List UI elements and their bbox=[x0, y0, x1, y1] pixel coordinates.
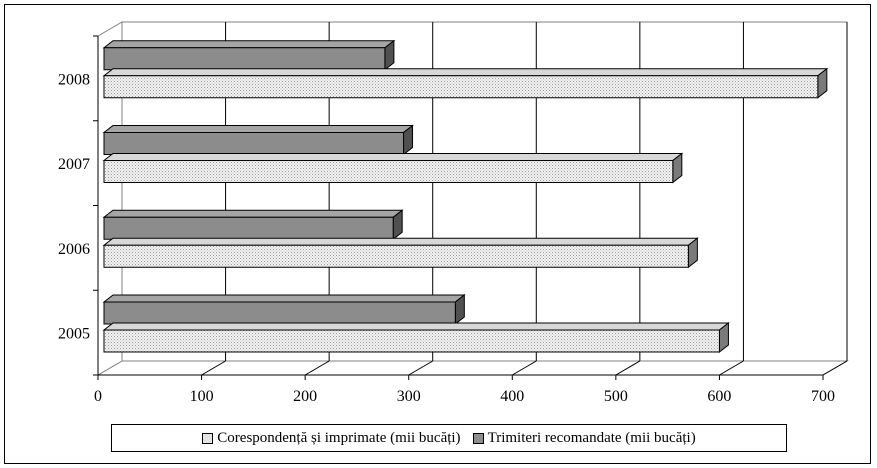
x-tick-label-200: 200 bbox=[293, 388, 317, 405]
bar-corespondenta-2008-top bbox=[102, 68, 829, 77]
bar-corespondenta-2006 bbox=[103, 244, 689, 268]
bar-trimiteri-2005 bbox=[103, 301, 456, 325]
x-tick-label-400: 400 bbox=[500, 388, 524, 405]
x-tick-label-100: 100 bbox=[190, 388, 214, 405]
y-tick-label-2008: 2008 bbox=[58, 71, 90, 88]
bar-corespondenta-2006-top bbox=[102, 237, 699, 246]
bar-trimiteri-2008-top bbox=[102, 40, 396, 49]
bar-trimiteri-2006-top bbox=[102, 209, 404, 218]
bar-trimiteri-2005-top bbox=[102, 294, 466, 303]
legend-entry-trimiteri: Trimiteri recomandate (mii bucăți) bbox=[472, 429, 696, 447]
bar-trimiteri-2008 bbox=[103, 47, 386, 71]
x-tick-label-600: 600 bbox=[707, 388, 731, 405]
bar-corespondenta-2005-top bbox=[102, 322, 730, 331]
bar-corespondenta-2008 bbox=[103, 75, 819, 99]
legend: Corespondență și imprimate (mii bucăți) … bbox=[111, 424, 787, 452]
gridline-floor-300 bbox=[408, 360, 433, 376]
gridline-floor-100 bbox=[201, 360, 226, 376]
legend-swatch-trimiteri bbox=[472, 432, 484, 444]
bar-trimiteri-2007 bbox=[103, 132, 405, 155]
bar-trimiteri-2006 bbox=[103, 216, 394, 240]
y-tick-label-2007: 2007 bbox=[58, 156, 90, 173]
floor bbox=[96, 360, 849, 376]
bar-corespondenta-2007 bbox=[103, 160, 674, 183]
bar-trimiteri-2007-top bbox=[102, 125, 414, 133]
gridline-floor-200 bbox=[304, 360, 330, 376]
y-tick-label-2006: 2006 bbox=[58, 241, 90, 258]
legend-swatch-corespondenta bbox=[202, 432, 214, 444]
x-tick-label-300: 300 bbox=[397, 388, 421, 405]
x-tick-label-700: 700 bbox=[811, 388, 835, 405]
x-tick-label-500: 500 bbox=[604, 388, 628, 405]
legend-label-corespondenta: Corespondență și imprimate (mii bucăți) bbox=[217, 429, 461, 446]
gridline-floor-700 bbox=[822, 360, 848, 376]
gridline-floor-400 bbox=[512, 360, 537, 376]
legend-label-trimiteri: Trimiteri recomandate (mii bucăți) bbox=[487, 429, 696, 446]
gridline-floor-600 bbox=[719, 360, 744, 376]
bar-corespondenta-2007-top bbox=[102, 153, 684, 161]
gridline-floor-500 bbox=[615, 360, 641, 376]
bar-corespondenta-2005 bbox=[103, 329, 720, 353]
x-tick-label-0: 0 bbox=[94, 388, 102, 405]
y-tick-label-2005: 2005 bbox=[58, 326, 90, 343]
legend-entry-corespondenta: Corespondență și imprimate (mii bucăți) bbox=[202, 429, 461, 447]
